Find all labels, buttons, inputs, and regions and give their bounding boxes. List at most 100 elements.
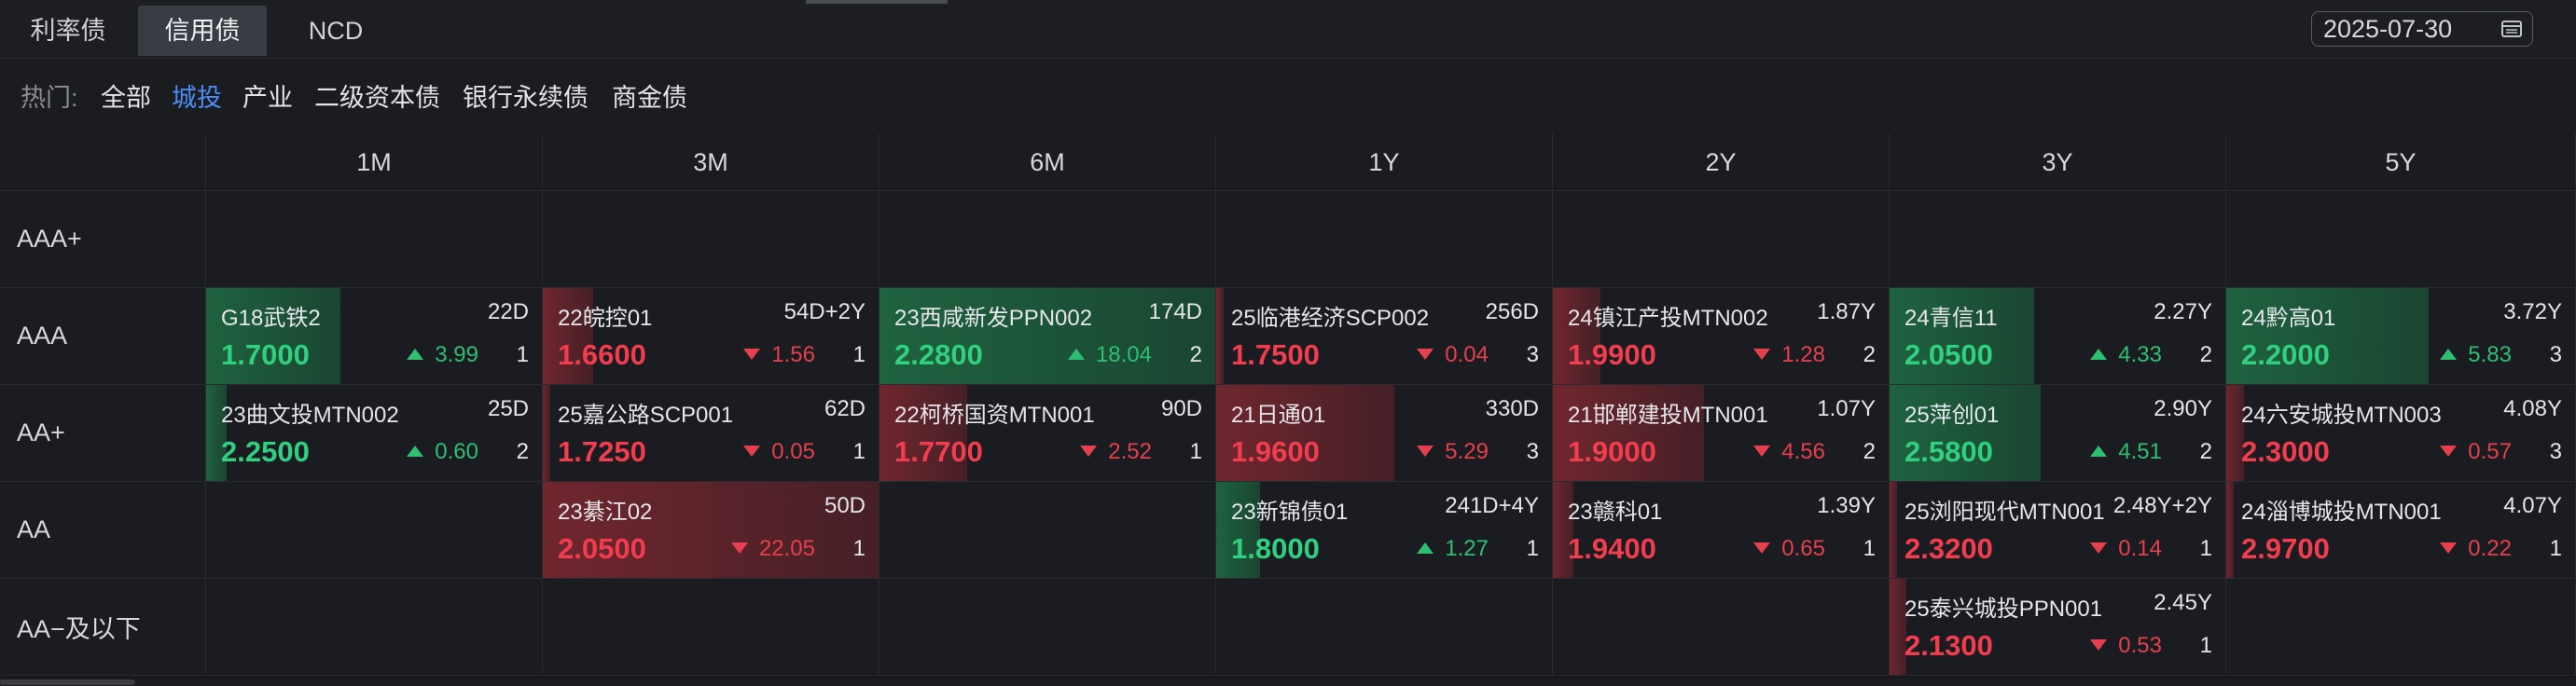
bond-cell[interactable]: 24淄博城投MTN001 4.07Y 2.9700 0.22 1 bbox=[2226, 482, 2576, 579]
bond-cell[interactable]: 21日通01 330D 1.9600 5.29 3 bbox=[1216, 385, 1553, 482]
column-header[interactable]: 3Y bbox=[1890, 133, 2226, 191]
bond-name[interactable]: 24六安城投MTN003 bbox=[2241, 403, 2442, 428]
empty-cell bbox=[879, 482, 1216, 579]
bond-change: 0.53 bbox=[2090, 633, 2162, 659]
filter-commercial-financial[interactable]: 商金债 bbox=[612, 84, 687, 112]
bond-name[interactable]: 23曲文投MTN002 bbox=[221, 403, 399, 428]
bond-cell[interactable]: 23新锦债01 241D+4Y 1.8000 1.27 1 bbox=[1216, 482, 1553, 579]
bond-cell[interactable]: 24青信11 2.27Y 2.0500 4.33 2 bbox=[1890, 288, 2226, 385]
bond-cell[interactable]: 21邯郸建投MTN001 1.07Y 1.9000 4.56 2 bbox=[1553, 385, 1890, 482]
bond-cell[interactable]: 22柯桥国资MTN001 90D 1.7700 2.52 1 bbox=[879, 385, 1216, 482]
row-label: AA bbox=[0, 482, 206, 579]
bond-name[interactable]: 25临港经济SCP002 bbox=[1231, 306, 1430, 331]
date-picker[interactable]: 2025-07-30 bbox=[2311, 11, 2533, 47]
tab-rate-bond[interactable]: 利率债 bbox=[30, 17, 106, 45]
bond-rate: 1.9600 bbox=[1231, 435, 1320, 468]
scrollbar-thumb[interactable] bbox=[0, 679, 135, 685]
header-corner bbox=[0, 133, 206, 191]
bond-name[interactable]: 21日通01 bbox=[1231, 403, 1326, 428]
filter-all[interactable]: 全部 bbox=[101, 84, 151, 112]
bond-cell[interactable]: 23曲文投MTN002 25D 2.2500 0.60 2 bbox=[206, 385, 543, 482]
bond-term: 90D bbox=[1160, 396, 1202, 421]
trade-count: 1 bbox=[1526, 536, 1539, 561]
bond-name[interactable]: 22柯桥国资MTN001 bbox=[894, 403, 1095, 428]
bond-name[interactable]: 21邯郸建投MTN001 bbox=[1568, 403, 1768, 428]
bond-name[interactable]: 24青信11 bbox=[1904, 306, 1998, 331]
bond-term: 1.87Y bbox=[1817, 299, 1876, 324]
bond-name[interactable]: G18武铁2 bbox=[221, 306, 321, 331]
bond-rate: 1.8000 bbox=[1231, 532, 1320, 565]
bond-name[interactable]: 23赣科01 bbox=[1568, 500, 1663, 525]
change-heat-bar bbox=[1553, 288, 1600, 384]
tab-credit-bond[interactable]: 信用债 bbox=[138, 6, 267, 56]
bond-name[interactable]: 24镇江产投MTN002 bbox=[1568, 306, 1768, 331]
credit-bond-matrix: 1M 3M 6M 1Y 2Y 3Y 5Y AAA+ AAA G18武铁2 22D 1.7000 3.99… bbox=[0, 133, 2576, 686]
column-header[interactable]: 5Y bbox=[2226, 133, 2576, 191]
bond-term: 241D+4Y bbox=[1445, 493, 1539, 518]
bond-name[interactable]: 25嘉公路SCP001 bbox=[558, 403, 734, 428]
filter-chengtou[interactable]: 城投 bbox=[172, 84, 222, 112]
tab-ncd[interactable]: NCD bbox=[308, 17, 364, 45]
bond-change: 22.05 bbox=[730, 536, 815, 562]
triangle-down-icon bbox=[743, 349, 761, 360]
bond-name[interactable]: 25萍创01 bbox=[1904, 403, 2000, 428]
bond-rate: 2.3000 bbox=[2241, 435, 2330, 468]
column-header[interactable]: 1M bbox=[206, 133, 543, 191]
bond-change: 3.99 bbox=[407, 342, 478, 368]
bond-cell[interactable]: 23赣科01 1.39Y 1.9400 0.65 1 bbox=[1553, 482, 1890, 579]
trade-count: 2 bbox=[1863, 342, 1876, 367]
bond-term: 2.45Y bbox=[2154, 590, 2212, 615]
change-heat-bar bbox=[543, 385, 550, 481]
bond-cell[interactable]: 25临港经济SCP002 256D 1.7500 0.04 3 bbox=[1216, 288, 1553, 385]
bond-term: 25D bbox=[487, 396, 529, 421]
bond-cell[interactable]: G18武铁2 22D 1.7000 3.99 1 bbox=[206, 288, 543, 385]
bond-rate: 2.2000 bbox=[2241, 338, 2330, 371]
bond-name[interactable]: 22皖控01 bbox=[558, 306, 653, 331]
column-header[interactable]: 1Y bbox=[1216, 133, 1553, 191]
bond-term: 174D bbox=[1148, 299, 1202, 324]
column-header[interactable]: 6M bbox=[879, 133, 1216, 191]
bond-name[interactable]: 23西咸新发PPN002 bbox=[894, 306, 1093, 331]
trade-count: 1 bbox=[852, 439, 866, 464]
bond-cell[interactable]: 25浏阳现代MTN001 2.48Y+2Y 2.3200 0.14 1 bbox=[1890, 482, 2226, 579]
triangle-up-icon bbox=[407, 349, 424, 360]
bond-cell[interactable]: 25嘉公路SCP001 62D 1.7250 0.05 1 bbox=[543, 385, 879, 482]
filter-bank-perpetual[interactable]: 银行永续债 bbox=[463, 84, 589, 112]
column-header[interactable]: 2Y bbox=[1553, 133, 1890, 191]
bond-cell[interactable]: 22皖控01 54D+2Y 1.6600 1.56 1 bbox=[543, 288, 879, 385]
change-heat-bar bbox=[1890, 288, 2034, 384]
window-drag-indicator[interactable] bbox=[806, 0, 948, 4]
bond-cell[interactable]: 23綦江02 50D 2.0500 22.05 1 bbox=[543, 482, 879, 579]
filter-industry[interactable]: 产业 bbox=[242, 84, 293, 112]
bond-change: 0.65 bbox=[1753, 536, 1825, 562]
calendar-icon[interactable] bbox=[2500, 20, 2523, 38]
bond-rate: 2.0500 bbox=[1904, 338, 1993, 371]
trade-count: 2 bbox=[2199, 342, 2212, 367]
bond-term: 54D+2Y bbox=[783, 299, 866, 324]
bond-name[interactable]: 25泰兴城投PPN001 bbox=[1904, 597, 2103, 622]
column-header[interactable]: 3M bbox=[543, 133, 879, 191]
bond-term: 330D bbox=[1485, 396, 1539, 421]
bond-cell[interactable]: 25萍创01 2.90Y 2.5800 4.51 2 bbox=[1890, 385, 2226, 482]
date-value: 2025-07-30 bbox=[2323, 15, 2453, 43]
bond-change: 4.33 bbox=[2090, 342, 2162, 368]
horizontal-scrollbar[interactable] bbox=[0, 679, 2576, 686]
hot-filter-bar: 热门: 全部 城投 产业 二级资本债 银行永续债 商金债 bbox=[0, 59, 2576, 133]
bond-cell[interactable]: 24镇江产投MTN002 1.87Y 1.9900 1.28 2 bbox=[1553, 288, 1890, 385]
triangle-down-icon bbox=[1417, 349, 1434, 360]
bond-name[interactable]: 23新锦债01 bbox=[1231, 500, 1349, 525]
bond-name[interactable]: 24黔高01 bbox=[2241, 306, 2336, 331]
trade-count: 2 bbox=[1189, 342, 1202, 367]
bond-cell[interactable]: 24六安城投MTN003 4.08Y 2.3000 0.57 3 bbox=[2226, 385, 2576, 482]
bond-name[interactable]: 23綦江02 bbox=[558, 500, 653, 525]
bond-term: 2.27Y bbox=[2154, 299, 2212, 324]
bond-name[interactable]: 25浏阳现代MTN001 bbox=[1904, 500, 2105, 525]
bond-cell[interactable]: 24黔高01 3.72Y 2.2000 5.83 3 bbox=[2226, 288, 2576, 385]
trade-count: 3 bbox=[2549, 342, 2562, 367]
change-heat-bar bbox=[206, 385, 227, 481]
trade-count: 1 bbox=[852, 536, 866, 561]
bond-cell[interactable]: 23西咸新发PPN002 174D 2.2800 18.04 2 bbox=[879, 288, 1216, 385]
bond-name[interactable]: 24淄博城投MTN001 bbox=[2241, 500, 2442, 525]
bond-cell[interactable]: 25泰兴城投PPN001 2.45Y 2.1300 0.53 1 bbox=[1890, 579, 2226, 676]
filter-tier2-capital[interactable]: 二级资本债 bbox=[314, 84, 440, 112]
